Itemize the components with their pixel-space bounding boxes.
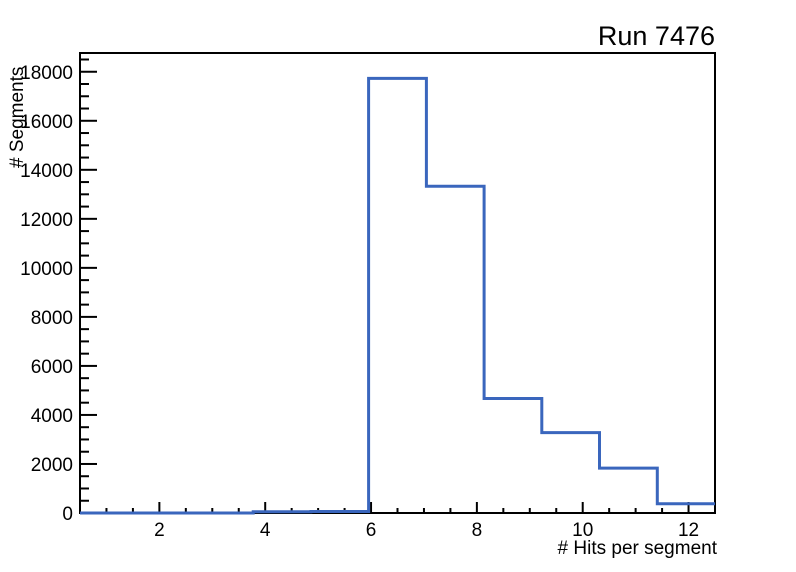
y-tick-label: 4000 — [31, 406, 73, 427]
y-axis-title: # Segments — [7, 66, 28, 168]
x-tick-label: 6 — [366, 520, 377, 541]
plot-frame — [79, 52, 716, 514]
x-tick-label: 8 — [472, 520, 483, 541]
y-tick-label: 8000 — [31, 308, 73, 329]
y-tick-label: 2000 — [31, 455, 73, 476]
y-tick-label: 6000 — [31, 357, 73, 378]
y-tick-label: 14000 — [20, 161, 73, 182]
x-axis-title: # Hits per segment — [557, 538, 717, 559]
histogram-step-line — [80, 76, 715, 515]
y-tick-label: 0 — [62, 504, 73, 525]
y-tick-label: 10000 — [20, 259, 73, 280]
y-tick-label: 16000 — [20, 112, 73, 133]
y-tick-label: 18000 — [20, 63, 73, 84]
x-tick-label: 10 — [572, 520, 593, 541]
chart-title: Run 7476 — [597, 21, 715, 51]
x-tick-label: 12 — [678, 520, 699, 541]
y-tick-label: 12000 — [20, 210, 73, 231]
x-tick-label: 2 — [154, 520, 165, 541]
x-tick-label: 4 — [260, 520, 271, 541]
